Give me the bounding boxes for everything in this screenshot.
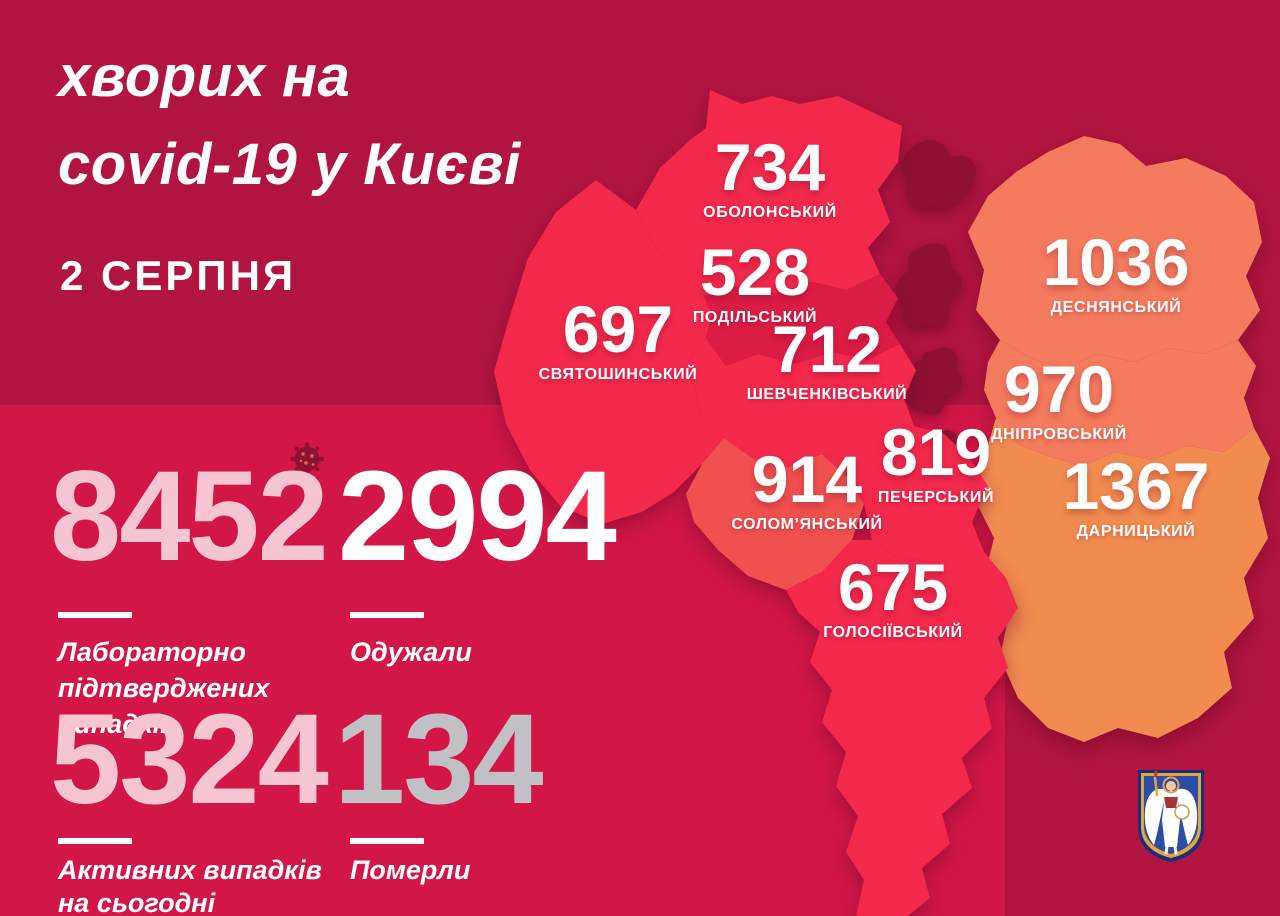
- virus-icon: [290, 442, 324, 476]
- label-line: підтверджених: [58, 673, 270, 703]
- district-case-count: 712: [771, 312, 883, 386]
- divider: [350, 838, 424, 844]
- district-label: ДАРНИЦЬКИЙ: [1076, 523, 1196, 540]
- district-shape-holosiivskyi: [786, 540, 1018, 916]
- stat-deaths-value: 134: [334, 688, 544, 831]
- report-date: 2 СЕРПНЯ: [60, 252, 297, 299]
- stat-recovered-label: Одужали: [350, 634, 472, 670]
- label-line: Активних випадків: [58, 855, 322, 885]
- district-shape-dniprovskyi: [984, 340, 1256, 466]
- label-line: Одужали: [350, 637, 472, 667]
- river-island: [902, 140, 977, 209]
- district-case-count: 819: [880, 415, 992, 489]
- district-shape-podilskyi: [704, 274, 900, 366]
- district-case-count: 914: [751, 442, 863, 516]
- divider: [350, 612, 424, 618]
- district-label: ПЕЧЕРСЬКИЙ: [877, 489, 995, 506]
- river-island: [907, 347, 962, 415]
- district-case-count: 675: [837, 550, 949, 624]
- kyiv-coat-of-arms: [1138, 770, 1204, 862]
- district-annotation-sviatoshynskyi: 697 СВЯТОШИНСЬКИЙ: [539, 296, 698, 384]
- label-line: випадків: [58, 709, 177, 739]
- district-label: СВЯТОШИНСЬКИЙ: [538, 366, 698, 383]
- district-annotation-obolonskyi: 734 ОБОЛОНСЬКИЙ: [703, 134, 837, 222]
- district-annotation-shevchenkivskyi: 712 ШЕВЧЕНКІВСЬКИЙ: [747, 316, 908, 404]
- district-shape-desnianskyi: [968, 136, 1262, 368]
- district-annotation-holosiivskyi: 675 ГОЛОСІЇВСЬКИЙ: [823, 554, 963, 642]
- district-shape-obolonskyi: [636, 90, 902, 296]
- district-annotation-solomianskyi: 914 СОЛОМ’ЯНСЬКИЙ: [731, 446, 882, 534]
- district-case-count: 970: [1003, 352, 1115, 426]
- label-line: Лабораторно: [58, 637, 247, 667]
- district-shape-shevchenkivskyi: [690, 338, 916, 468]
- district-shape-darnytskyi: [974, 418, 1270, 742]
- page-title-line2: covid-19 у Києві: [58, 132, 521, 197]
- stat-active-label: Активних випадків на сьогодні: [58, 854, 322, 916]
- page-title-line1: хворих на: [58, 44, 351, 109]
- district-case-count: 528: [699, 235, 811, 309]
- district-label: ПОДІЛЬСЬКИЙ: [692, 309, 818, 326]
- district-label: ШЕВЧЕНКІВСЬКИЙ: [746, 386, 908, 403]
- district-label: ОБОЛОНСЬКИЙ: [703, 204, 837, 221]
- district-shape-pecherskyi: [822, 426, 988, 572]
- stat-active-value: 5324: [50, 688, 329, 831]
- stat-recovered-value: 2994: [338, 445, 617, 588]
- district-label: ДЕСНЯНСЬКИЙ: [1050, 299, 1182, 316]
- district-shape-sviatoshynskyi: [494, 180, 724, 524]
- district-shape-solomianskyi: [686, 438, 864, 590]
- district-label: ГОЛОСІЇВСЬКИЙ: [823, 624, 963, 641]
- district-annotation-desnianskyi: 1036 ДЕСНЯНСЬКИЙ: [1043, 229, 1190, 317]
- divider: [58, 612, 132, 618]
- district-case-count: 1036: [1042, 225, 1190, 299]
- district-label: ДНІПРОВСЬКИЙ: [991, 426, 1127, 443]
- river-island: [896, 243, 962, 328]
- label-line: на сьогодні: [58, 888, 216, 916]
- kyiv-districts-map: [494, 90, 1270, 916]
- district-annotation-podilskyi: 528 ПОДІЛЬСЬКИЙ: [693, 239, 817, 327]
- divider: [58, 838, 132, 844]
- district-annotation-dniprovskyi: 970 ДНІПРОВСЬКИЙ: [991, 356, 1127, 444]
- district-annotation-pecherskyi: 819 ПЕЧЕРСЬКИЙ: [878, 419, 994, 507]
- district-case-count: 734: [714, 130, 826, 204]
- stat-confirmed-label: Лабораторно підтверджених випадків: [58, 634, 269, 742]
- district-case-count: 697: [562, 292, 674, 366]
- district-case-count: 1367: [1062, 449, 1210, 523]
- stat-deaths-label: Померли: [350, 854, 470, 887]
- district-label: СОЛОМ’ЯНСЬКИЙ: [731, 516, 883, 533]
- label-line: Померли: [350, 855, 471, 885]
- stat-confirmed-value: 8452: [50, 445, 329, 588]
- district-annotation-darnytskyi: 1367 ДАРНИЦЬКИЙ: [1063, 453, 1210, 541]
